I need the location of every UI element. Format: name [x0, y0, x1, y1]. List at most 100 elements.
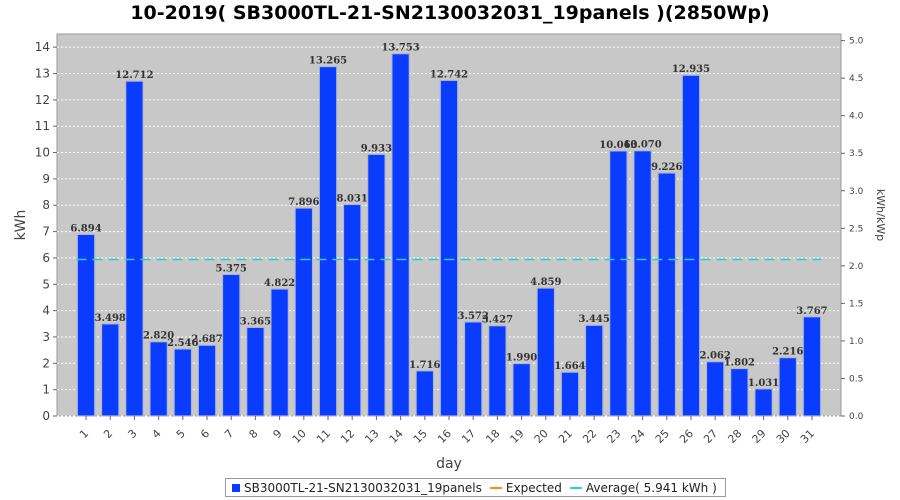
bar	[415, 370, 435, 417]
x-tick-label: 5	[174, 427, 188, 441]
bar	[100, 323, 120, 417]
legend-label: Average( 5.941 kWh )	[585, 480, 717, 495]
y-tick-label: 14	[35, 40, 50, 54]
bar-value-label: 1.664	[554, 361, 585, 372]
bar-value-label: 2.216	[772, 347, 803, 358]
x-tick-label: 14	[387, 427, 406, 446]
bar-value-label: 1.990	[506, 353, 537, 364]
x-tick-label: 29	[750, 427, 769, 446]
y-tick-label: 12	[35, 93, 50, 107]
x-tick-label: 2	[101, 427, 115, 441]
bar-value-label: 4.859	[530, 277, 561, 288]
x-tick-label: 22	[580, 427, 599, 446]
bar	[391, 53, 410, 417]
y-right-tick-label: 4.5	[849, 74, 863, 84]
bar-value-label: 7.896	[288, 197, 319, 208]
bar	[536, 287, 556, 417]
legend-swatch	[569, 486, 582, 489]
x-tick-label: 26	[677, 427, 696, 446]
bar-value-label: 3.365	[240, 316, 271, 327]
x-tick-label: 27	[701, 427, 720, 446]
legend-item: Average( 5.941 kWh )	[569, 480, 717, 495]
legend-swatch	[232, 483, 240, 492]
x-tick-label: 16	[435, 427, 454, 446]
legend: SB3000TL-21-SN2130032031_19panels Expecte…	[225, 478, 726, 497]
x-tick-label: 7	[222, 427, 236, 441]
bar-value-label: 3.767	[796, 306, 827, 317]
bar	[778, 357, 798, 417]
x-tick-label: 28	[725, 427, 744, 446]
y-right-tick-label: 3.5	[849, 149, 863, 159]
x-tick-label: 20	[532, 427, 551, 446]
y-tick-label: 9	[42, 172, 50, 186]
legend-label: SB3000TL-21-SN2130032031_19panels	[244, 480, 482, 495]
legend-label: Expected	[505, 480, 562, 495]
x-tick-label: 3	[125, 427, 139, 441]
bar-value-label: 3.445	[579, 314, 610, 325]
x-tick-label: 30	[774, 427, 793, 446]
chart-title: 10-2019( SB3000TL-21-SN2130032031_19pane…	[130, 2, 770, 24]
bar-value-label: 3.572	[458, 311, 489, 322]
x-tick-label: 15	[411, 427, 430, 446]
bar-value-label: 3.427	[482, 315, 513, 326]
x-tick-label: 8	[246, 427, 260, 441]
y-tick-label: 6	[42, 251, 50, 265]
bar-value-label: 2.546	[167, 338, 198, 349]
x-tick-label: 9	[271, 427, 285, 441]
bar-value-label: 9.226	[651, 162, 682, 173]
bar	[125, 80, 144, 417]
x-tick-label: 19	[508, 427, 527, 446]
y-right-tick-label: 4.0	[849, 112, 864, 122]
bar-value-label: 1.802	[724, 358, 755, 369]
bar	[439, 79, 459, 417]
x-tick-label: 4	[150, 427, 164, 441]
x-tick-label: 24	[629, 427, 648, 446]
y-right-tick-label: 1.5	[849, 299, 863, 309]
bar	[657, 172, 677, 417]
bar	[512, 362, 531, 417]
y-tick-label: 2	[42, 356, 50, 370]
bar	[633, 150, 652, 417]
bar-value-label: 6.894	[70, 223, 101, 234]
x-tick-label: 1	[77, 427, 91, 441]
bar	[367, 153, 386, 417]
bar-value-label: 12.935	[672, 64, 710, 75]
bar	[463, 321, 483, 417]
x-axis-label: day	[436, 456, 462, 472]
x-axis: 1 2 3 4 5 6 7 8 9 10 11 12 13 14 15 16 17 18 19 20 21 22 23 24 2…	[77, 416, 817, 446]
y-right-tick-label: 0.5	[849, 374, 863, 384]
bars	[76, 53, 822, 417]
y-tick-label: 5	[42, 277, 50, 291]
bar	[584, 324, 604, 417]
y-tick-label: 4	[42, 304, 50, 318]
bar-value-label: 8.031	[337, 193, 368, 204]
bar-value-label: 1.716	[409, 360, 440, 371]
bar	[730, 367, 749, 417]
bar-value-label: 12.712	[115, 70, 153, 81]
y-right-tick-label: 2.5	[849, 224, 863, 234]
bar	[342, 203, 362, 417]
bar	[197, 344, 217, 417]
bar	[270, 288, 289, 417]
bar-value-label: 3.498	[95, 313, 126, 324]
y-axis-right: 0.0 0.5 1.0 1.5 2.0 2.5 3.0 3.5 4.0 4.5 5.0	[841, 37, 864, 422]
bar	[560, 371, 580, 417]
y-tick-label: 13	[35, 67, 50, 81]
x-tick-label: 31	[798, 427, 817, 446]
y-right-tick-label: 0.0	[849, 412, 864, 422]
legend-item: SB3000TL-21-SN2130032031_19panels	[232, 481, 482, 495]
x-tick-label: 21	[556, 427, 575, 446]
y-axis-label: kWh	[13, 210, 29, 241]
bar	[221, 273, 241, 417]
bar	[609, 150, 628, 417]
y-tick-label: 7	[42, 225, 50, 239]
y-tick-label: 0	[42, 409, 50, 423]
bar	[488, 325, 507, 417]
y-right-tick-label: 5.0	[849, 37, 864, 47]
bar	[246, 326, 265, 417]
bar-value-label: 13.265	[309, 56, 347, 67]
bar	[705, 361, 725, 417]
y-tick-label: 11	[35, 119, 50, 133]
